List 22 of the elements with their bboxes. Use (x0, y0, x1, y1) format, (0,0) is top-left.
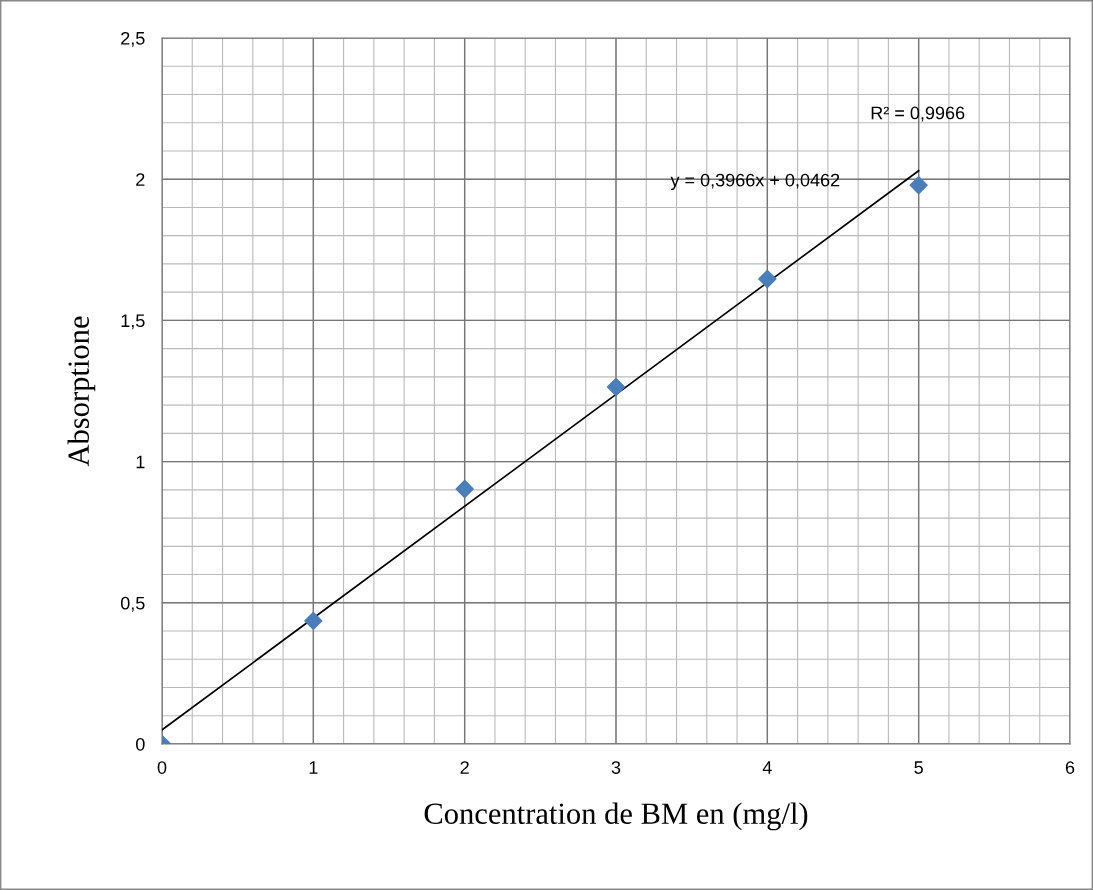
x-tick-label: 6 (1065, 761, 1075, 774)
point (909, 175, 928, 195)
y-tick-label: 2 (136, 173, 145, 186)
x-tick-label: 0 (157, 761, 167, 774)
y-tick-label: 0,5 (120, 596, 145, 612)
y-tick-label: 1,5 (121, 314, 145, 330)
annotation: y = 0,3966x + 0,0462 (670, 173, 840, 191)
x-axis-title: Concentration de BM en (mg/l) (424, 802, 808, 831)
point (606, 377, 626, 397)
y-tick-label: 2,5 (121, 31, 145, 47)
point (455, 479, 474, 499)
y-tick-label: 1 (136, 455, 145, 469)
x-tick-label: 4 (762, 761, 772, 774)
point (758, 269, 777, 289)
x-tick-label: 1 (309, 761, 318, 774)
x-tick-label: 5 (914, 761, 923, 774)
y-tick-label: 0 (136, 737, 145, 751)
annotation: R² = 0,9966 (871, 106, 965, 122)
x-tick-label: 2 (460, 761, 469, 774)
x-tick-label: 3 (611, 761, 621, 774)
y-axis-title: Absorptione (67, 316, 96, 467)
point (304, 611, 323, 631)
